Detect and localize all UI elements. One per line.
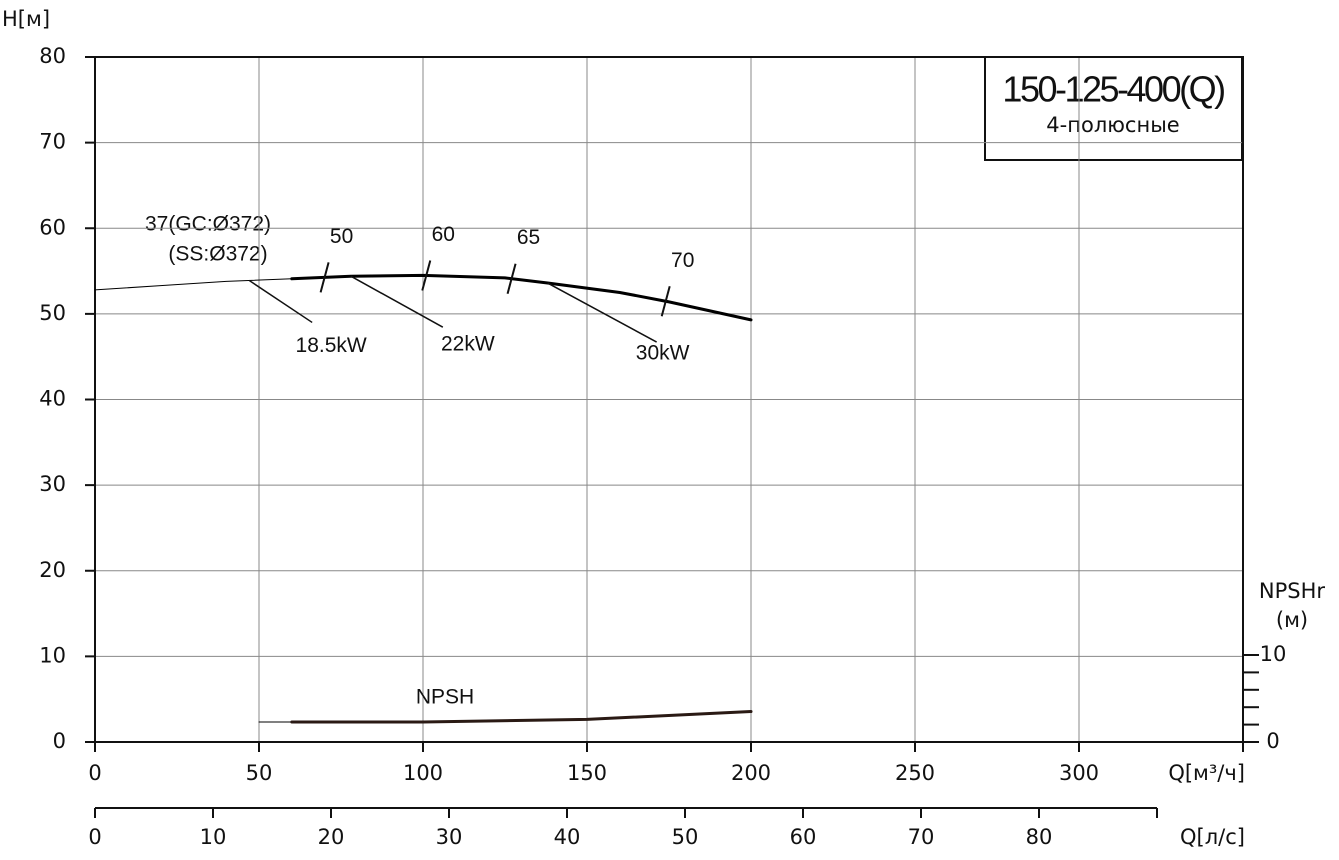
x-tick-label: 50 [246,761,273,785]
y-tick-label: 30 [39,472,66,496]
x2-tick-label: 70 [908,825,935,849]
y-tick-label: 60 [39,215,66,239]
efficiency-mark [506,263,517,294]
y-tick-label: 10 [39,643,66,667]
curve [290,273,753,322]
y2-axis-label: NPSHr [1259,579,1325,603]
power-leader [547,282,657,343]
y-tick-label: 70 [39,130,66,154]
efficiency-label: 60 [432,223,455,246]
y-tick-label: 80 [39,44,66,68]
y-axis-label: H[м] [2,7,50,31]
curve [290,710,753,724]
x2-tick-label: 50 [672,825,699,849]
x-tick-label: 200 [731,761,771,785]
power-label: 22kW [441,333,495,356]
y-tick-label: 0 [53,729,66,753]
x2-tick-label: 60 [790,825,817,849]
power-label: 30kW [636,342,690,365]
y-tick-label: 40 [39,387,66,411]
y-tick-label: 20 [39,558,66,582]
x2-tick-label: 30 [436,825,463,849]
efficiency-label: 65 [517,226,540,249]
x2-axis-label: Q[л/с] [1180,825,1245,849]
x2-tick-label: 40 [554,825,581,849]
power-label: 18.5kW [296,334,367,357]
efficiency-label: 50 [330,225,353,248]
x-tick-label: 0 [88,761,101,785]
x-tick-label: 250 [895,761,935,785]
efficiency-mark [319,262,330,293]
curve [94,278,293,291]
y2-axis-unit: (м) [1276,608,1308,632]
x2-tick-label: 10 [200,825,227,849]
curve-label: (SS:Ø372) [168,243,267,266]
y2-tick-label: 0 [1266,729,1279,753]
efficiency-mark [660,286,671,317]
plot-frame [94,56,1244,742]
efficiency-label: 70 [671,249,694,272]
y-tick-label: 50 [39,301,66,325]
x2-tick-label: 20 [318,825,345,849]
curve-name: NPSH [416,686,474,709]
x-tick-label: 150 [567,761,607,785]
efficiency-mark [421,260,432,291]
x-tick-label: 300 [1059,761,1099,785]
x-axis-label: Q[м³/ч] [1168,761,1245,785]
x2-tick-label: 80 [1026,825,1053,849]
x2-tick-label: 0 [88,825,101,849]
y2-tick-label: 10 [1260,642,1287,666]
power-leader [350,275,444,328]
chart-title: 150-125-400(Q) [1002,69,1224,110]
curve-label: 37(GC:Ø372) [145,213,271,236]
power-leader [248,279,313,324]
chart-subtitle: 4-полюсные [1046,113,1179,137]
x-tick-label: 100 [403,761,443,785]
